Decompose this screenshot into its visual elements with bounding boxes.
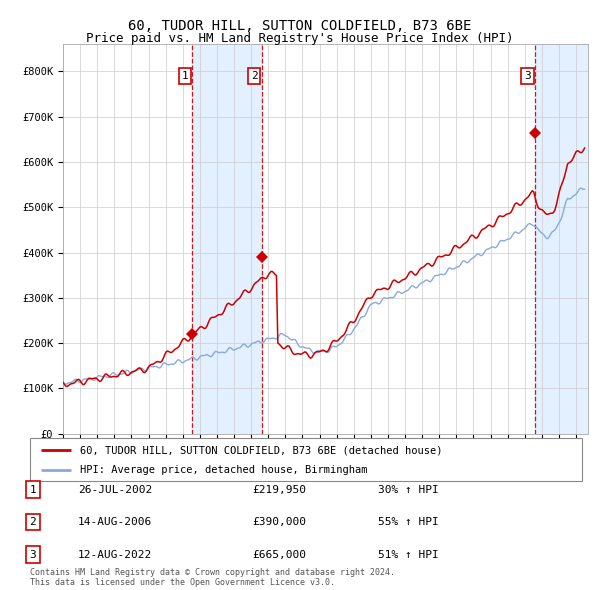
Text: HPI: Average price, detached house, Birmingham: HPI: Average price, detached house, Birm… [80, 466, 367, 475]
Text: 3: 3 [29, 550, 37, 559]
Text: 1: 1 [29, 485, 37, 494]
Text: 3: 3 [524, 71, 531, 81]
Text: £665,000: £665,000 [252, 550, 306, 559]
Text: 26-JUL-2002: 26-JUL-2002 [78, 485, 152, 494]
Text: 14-AUG-2006: 14-AUG-2006 [78, 517, 152, 527]
Text: 1: 1 [181, 71, 188, 81]
Bar [535, 44, 588, 434]
Text: 60, TUDOR HILL, SUTTON COLDFIELD, B73 6BE: 60, TUDOR HILL, SUTTON COLDFIELD, B73 6B… [128, 19, 472, 33]
Text: 12-AUG-2022: 12-AUG-2022 [78, 550, 152, 559]
Text: 55% ↑ HPI: 55% ↑ HPI [378, 517, 439, 527]
Bar [193, 44, 262, 434]
Text: 30% ↑ HPI: 30% ↑ HPI [378, 485, 439, 494]
Text: 51% ↑ HPI: 51% ↑ HPI [378, 550, 439, 559]
Text: 2: 2 [29, 517, 37, 527]
Text: Price paid vs. HM Land Registry's House Price Index (HPI): Price paid vs. HM Land Registry's House … [86, 32, 514, 45]
Text: Contains HM Land Registry data © Crown copyright and database right 2024.
This d: Contains HM Land Registry data © Crown c… [30, 568, 395, 587]
Text: £390,000: £390,000 [252, 517, 306, 527]
Text: 2: 2 [251, 71, 257, 81]
Text: £219,950: £219,950 [252, 485, 306, 494]
Text: 60, TUDOR HILL, SUTTON COLDFIELD, B73 6BE (detached house): 60, TUDOR HILL, SUTTON COLDFIELD, B73 6B… [80, 445, 442, 455]
